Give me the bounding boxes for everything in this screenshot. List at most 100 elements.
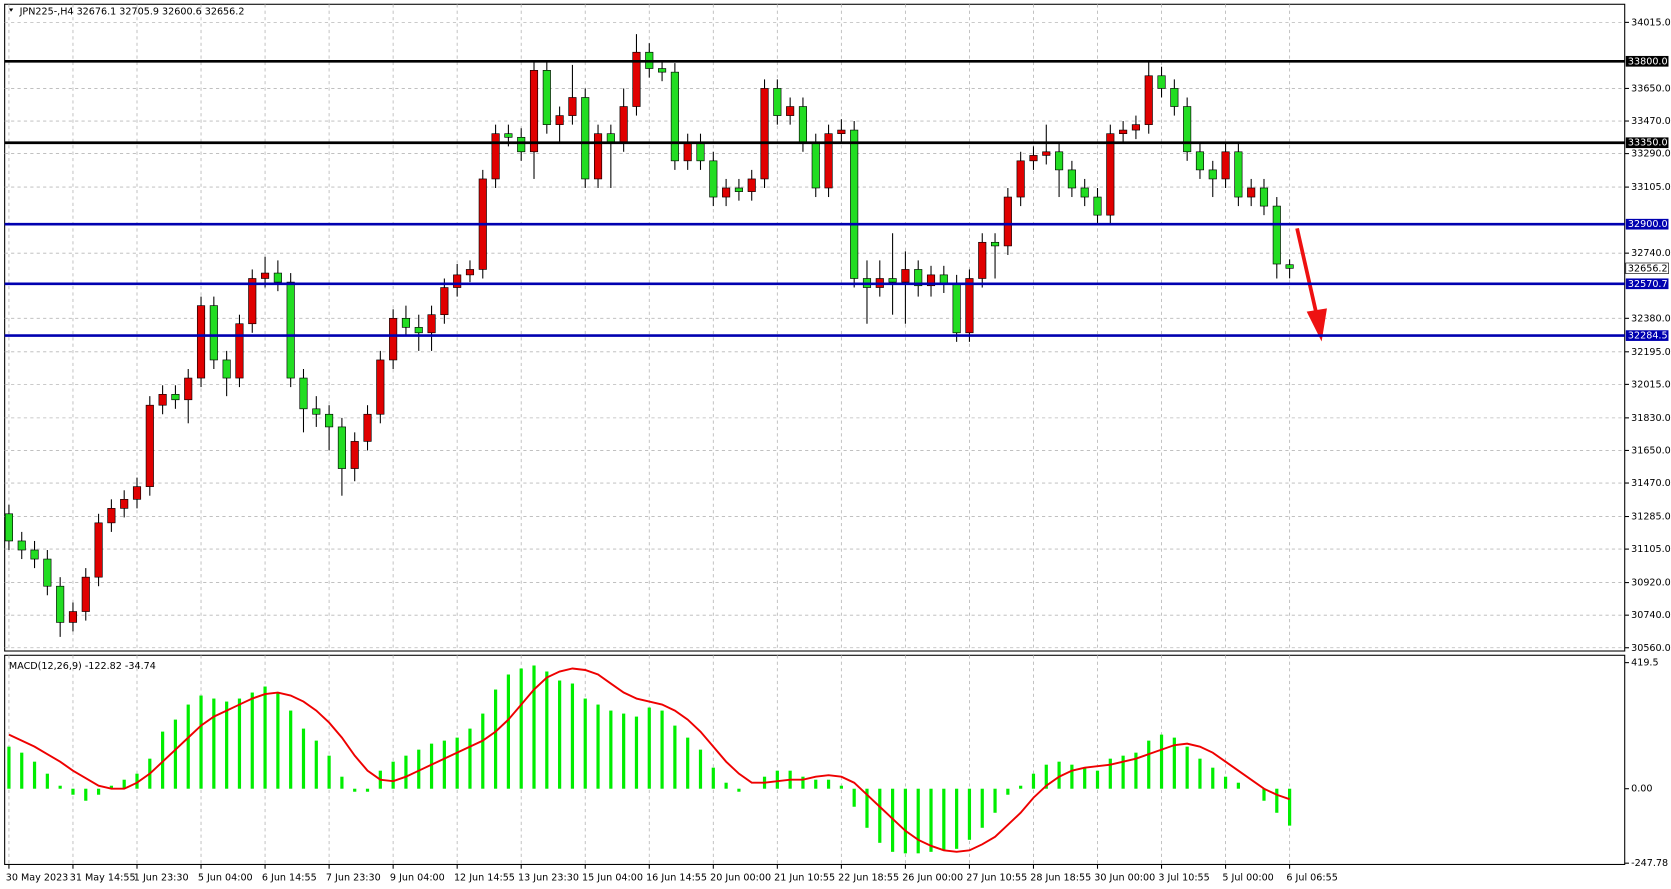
candle-body bbox=[824, 133, 833, 189]
macd-bar bbox=[724, 782, 728, 789]
candle-body bbox=[722, 187, 731, 198]
macd-bar bbox=[20, 752, 24, 789]
macd-bar bbox=[634, 716, 639, 789]
macd-bar bbox=[878, 788, 882, 843]
macd-bar bbox=[1172, 737, 1176, 789]
macd-bar bbox=[365, 788, 370, 792]
candle-body bbox=[619, 106, 628, 144]
macd-bar bbox=[1070, 764, 1074, 789]
candle-body bbox=[1131, 124, 1140, 131]
x-tick-label: 12 Jun 14:55 bbox=[454, 872, 515, 883]
x-tick-label: 13 Jun 23:30 bbox=[518, 872, 579, 883]
macd-header: MACD(12,26,9) -122.82 -34.74 bbox=[9, 661, 156, 672]
level-tag bbox=[1625, 278, 1669, 290]
macd-bar bbox=[276, 692, 280, 789]
macd-bar bbox=[993, 788, 997, 813]
candle-body bbox=[798, 106, 808, 144]
candle-body bbox=[914, 269, 923, 287]
candle-body bbox=[171, 394, 180, 401]
candle-body bbox=[312, 408, 321, 415]
macd-bar bbox=[1121, 755, 1125, 789]
macd-bar bbox=[942, 788, 946, 851]
candle-body bbox=[1080, 187, 1089, 198]
candle-body bbox=[184, 377, 193, 401]
candle-body bbox=[1029, 155, 1038, 162]
candle-body bbox=[1183, 106, 1192, 153]
macd-bar bbox=[7, 746, 11, 789]
macd-bar bbox=[493, 689, 498, 789]
level-tag bbox=[1625, 330, 1669, 341]
macd-bar bbox=[532, 665, 536, 789]
candle-body bbox=[299, 377, 308, 410]
macd-bar bbox=[980, 788, 984, 828]
candle-body bbox=[529, 70, 539, 153]
candle-body bbox=[376, 359, 385, 415]
candle-body bbox=[837, 129, 846, 135]
macd-bar bbox=[71, 788, 75, 795]
macd-bar bbox=[1019, 785, 1023, 789]
x-tick-label: 28 Jun 18:55 bbox=[1030, 872, 1091, 883]
macd-bar bbox=[1006, 788, 1010, 795]
macd-bar bbox=[506, 674, 510, 789]
y-tick-label: 33105.0 bbox=[1631, 182, 1671, 193]
candle-body bbox=[504, 133, 513, 138]
macd-bar bbox=[1236, 782, 1240, 789]
candle-body bbox=[747, 178, 756, 192]
macd-bar bbox=[1159, 734, 1164, 789]
macd-bar bbox=[839, 785, 843, 789]
candle-body bbox=[235, 323, 244, 379]
x-tick-label: 9 Jun 04:00 bbox=[390, 872, 445, 883]
x-tick-label: 6 Jul 06:55 bbox=[1286, 872, 1337, 883]
candle-body bbox=[120, 499, 129, 509]
macd-bar bbox=[1275, 788, 1279, 813]
candle-body bbox=[670, 71, 679, 162]
candle-body bbox=[401, 317, 410, 328]
macd-bar bbox=[109, 785, 113, 789]
y-tick-label: 32015.0 bbox=[1631, 379, 1671, 390]
level-label: 32900.0 bbox=[1628, 219, 1668, 230]
candle-body bbox=[209, 305, 218, 361]
candle-body bbox=[773, 88, 782, 116]
menu-marker[interactable] bbox=[8, 8, 14, 12]
candle-body bbox=[43, 558, 52, 587]
y-tick-label: 30920.0 bbox=[1631, 578, 1671, 589]
candle-body bbox=[850, 129, 859, 279]
macd-panel bbox=[4, 654, 1626, 865]
candle-body bbox=[581, 97, 590, 180]
signal-line bbox=[8, 667, 1290, 853]
y-tick-label: 33470.0 bbox=[1631, 116, 1671, 127]
candle-body bbox=[696, 142, 705, 162]
candle-body bbox=[30, 549, 39, 560]
chart-header: JPN225-,H4 32676.1 32705.9 32600.6 32656… bbox=[19, 7, 245, 18]
candle-body bbox=[760, 88, 769, 180]
level-tag bbox=[1625, 55, 1669, 67]
candle-body bbox=[1195, 151, 1205, 171]
candle-body bbox=[965, 278, 974, 334]
macd-bar bbox=[417, 749, 421, 789]
y-tick-label: -247.78 bbox=[1631, 858, 1668, 869]
candle-body bbox=[1067, 169, 1076, 189]
macd-bar bbox=[58, 785, 62, 789]
macd-bar bbox=[96, 788, 101, 795]
macd-bar bbox=[1262, 788, 1266, 801]
macd-bar bbox=[1211, 767, 1215, 789]
candle-body bbox=[81, 576, 90, 612]
macd-bar bbox=[301, 728, 306, 789]
macd-bar bbox=[583, 698, 587, 789]
candle-body bbox=[1055, 151, 1064, 171]
macd-bar bbox=[429, 743, 434, 789]
y-tick-label: 33650.0 bbox=[1631, 83, 1671, 94]
candle-body bbox=[517, 136, 526, 153]
macd-bar bbox=[686, 737, 690, 789]
candle-body bbox=[427, 314, 436, 334]
candle-body bbox=[1106, 133, 1115, 216]
y-tick-label: 32380.0 bbox=[1631, 313, 1671, 324]
candle-body bbox=[56, 585, 65, 623]
macd-bar bbox=[225, 701, 229, 789]
x-tick-label: 3 Jul 10:55 bbox=[1158, 872, 1209, 883]
candle-body bbox=[786, 106, 795, 116]
y-tick-label: 32195.0 bbox=[1631, 347, 1671, 358]
macd-bar bbox=[1147, 740, 1151, 789]
candle-body bbox=[273, 272, 282, 283]
candle-body bbox=[1157, 75, 1166, 89]
